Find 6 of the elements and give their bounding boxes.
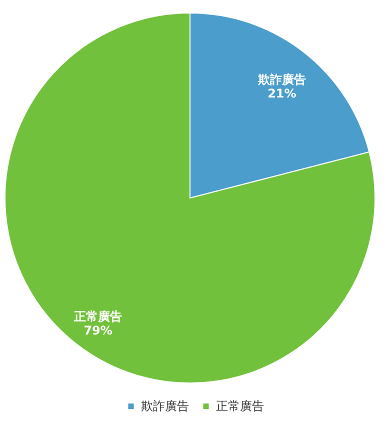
slice-label: 欺詐廣告 bbox=[256, 72, 306, 86]
data-label: 21% bbox=[268, 86, 296, 100]
legend-label: 欺詐廣告 bbox=[141, 399, 189, 414]
data-label: 79% bbox=[84, 324, 112, 338]
slice-label: 正常廣告 bbox=[73, 310, 122, 324]
legend-label: 正常廣告 bbox=[216, 399, 264, 414]
